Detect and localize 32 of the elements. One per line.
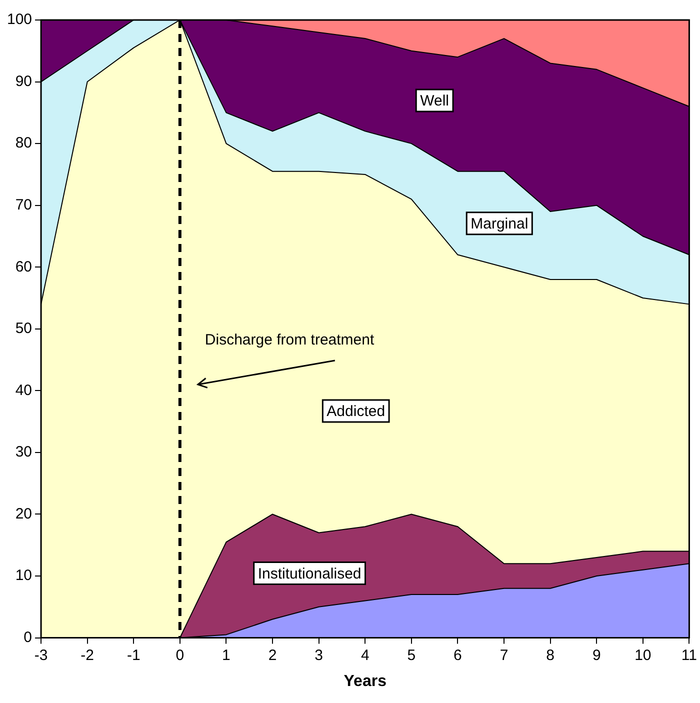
y-tick-label: 20: [15, 505, 32, 522]
annotation: Discharge from treatment: [204, 332, 375, 348]
y-tick-label: 50: [15, 320, 32, 338]
x-tick-label: 1: [222, 646, 230, 664]
x-tick-label: 2: [268, 646, 277, 664]
x-tick-label: 11: [681, 646, 698, 664]
y-tick-label: 90: [15, 72, 32, 90]
x-axis-title: Years: [344, 672, 387, 690]
y-tick-label: 80: [15, 134, 32, 152]
y-tick-label: 0: [24, 628, 32, 646]
series-label: Marginal: [470, 215, 528, 232]
x-tick-label: 3: [314, 646, 323, 664]
x-tick-label: 4: [360, 646, 370, 664]
y-tick-label: 60: [15, 258, 32, 276]
x-tick-label: 8: [546, 646, 554, 664]
x-tick-label: -2: [80, 646, 94, 664]
series-label: Well: [420, 92, 450, 110]
y-tick-label: 10: [15, 567, 32, 584]
x-tick-label: 5: [407, 646, 416, 664]
x-tick-label: 9: [592, 646, 601, 664]
y-tick-label: 100: [6, 11, 32, 28]
series-label: Addicted: [326, 403, 386, 420]
series-label: Institutionalised: [258, 565, 362, 582]
y-tick-label: 70: [15, 196, 32, 214]
x-tick-label: -1: [126, 646, 140, 664]
x-tick-label: 10: [634, 646, 652, 664]
y-tick-label: 30: [15, 444, 32, 461]
x-tick-label: 0: [176, 646, 184, 664]
x-tick-label: -3: [34, 646, 48, 664]
x-tick-label: 6: [454, 646, 462, 664]
x-tick-label: 7: [500, 646, 508, 664]
y-tick-label: 40: [15, 382, 32, 399]
